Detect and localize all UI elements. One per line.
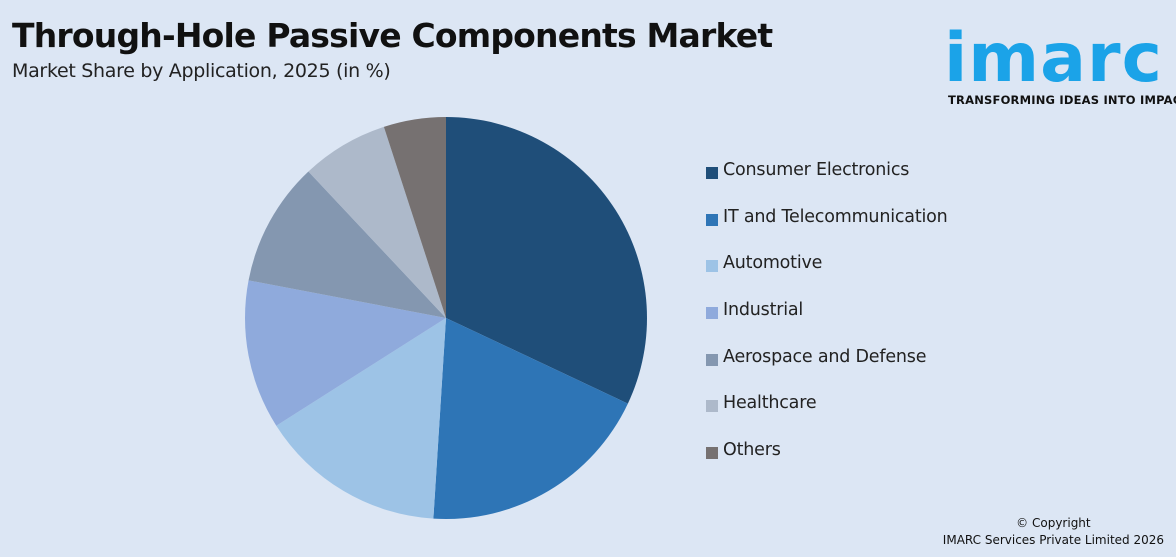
pie-chart	[245, 117, 647, 519]
copyright-line-1: © Copyright	[1016, 516, 1091, 530]
pie-slice-healthcare	[308, 126, 446, 318]
copyright-line-2: IMARC Services Private Limited 2026	[942, 533, 1164, 547]
pie-slice-automotive	[276, 318, 446, 519]
legend-label: Automotive	[723, 253, 823, 274]
legend-swatch	[706, 400, 718, 413]
legend-label: Others	[723, 440, 781, 461]
legend-label: Healthcare	[723, 393, 817, 414]
pie-slice-consumer-electronics	[446, 117, 647, 404]
legend-swatch	[706, 213, 718, 226]
legend-label: Consumer Electronics	[723, 160, 910, 180]
legend-label: Industrial	[723, 300, 804, 321]
legend-label: IT and Telecommunication	[723, 206, 948, 227]
legend-swatch	[706, 307, 718, 320]
chart-subtitle: Market Share by Application, 2025 (in %)	[12, 60, 391, 82]
pie-slice-aerospace-and-defense	[248, 171, 446, 318]
pie-slice-it-and-telecommunication	[433, 318, 628, 519]
legend-swatch	[706, 447, 718, 460]
legend-swatch	[706, 167, 718, 179]
legend-swatch	[706, 353, 718, 366]
pie-slice-others	[383, 117, 446, 318]
legend-swatch	[706, 260, 718, 273]
logo-tagline: TRANSFORMING IDEAS INTO IMPACT	[948, 93, 1176, 107]
legend-label: Aerospace and Defense	[723, 346, 927, 367]
imarc-logo: imarc TRANSFORMING IDEAS INTO IMPACT	[944, 10, 1176, 110]
copyright-notice: © Copyright IMARC Services Private Limit…	[943, 515, 1164, 549]
logo-wordmark: imarc	[944, 19, 1163, 98]
chart-title: Through-Hole Passive Components Market	[12, 16, 773, 55]
pie-slice-industrial	[245, 280, 446, 426]
